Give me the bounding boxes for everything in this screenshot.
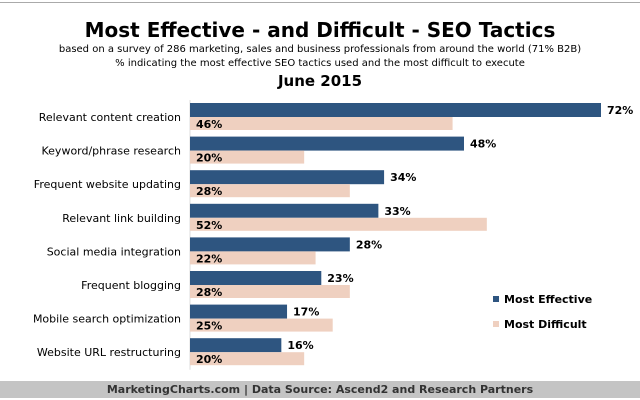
value-label-most-effective: 16% [287,339,313,352]
legend-label: Most Effective [504,293,592,306]
category-label: Frequent website updating [34,178,181,191]
bar-most-difficult [190,318,333,332]
value-label-most-difficult: 20% [196,152,222,165]
bar-most-effective [190,136,464,151]
bar-most-effective [190,338,282,353]
bar-most-difficult [190,285,350,298]
value-label-most-effective: 34% [390,171,416,184]
category-label: Website URL restructuring [37,346,181,359]
value-label-most-effective: 72% [607,104,633,117]
value-label-most-difficult: 28% [196,286,222,299]
bar-most-effective [190,170,385,185]
category-label: Social media integration [47,245,181,258]
chart-date: June 2015 [277,72,363,90]
legend-label: Most Difficult [504,318,587,331]
value-label-most-effective: 48% [470,138,496,151]
legend-swatch [493,296,499,302]
bar-most-effective [190,103,601,117]
value-label-most-effective: 23% [327,272,353,285]
category-label: Relevant link building [62,212,181,225]
value-label-most-difficult: 28% [196,185,222,198]
bar-most-difficult [190,217,487,231]
category-label: Relevant content creation [39,111,181,124]
chart-subtitle-1: based on a survey of 286 marketing, sale… [58,44,582,55]
value-label-most-effective: 28% [356,238,382,251]
bar-most-effective [190,203,379,218]
category-label: Keyword/phrase research [42,145,182,158]
value-label-most-effective: 17% [293,306,319,319]
bar-most-effective [190,304,288,319]
value-label-most-effective: 33% [384,205,410,218]
chart-title: Most Effective - and Difficult - SEO Tac… [84,18,556,42]
value-label-most-difficult: 25% [196,320,222,333]
value-label-most-difficult: 20% [196,353,222,366]
category-label: Frequent blogging [81,279,181,292]
category-label: Mobile search optimization [33,313,181,326]
legend-swatch [493,321,499,327]
bar-most-difficult [190,184,350,198]
top-border [0,2,640,3]
bar-most-difficult [190,251,316,265]
bar-most-effective [190,237,350,252]
footer-source: MarketingCharts.com | Data Source: Ascen… [0,381,640,398]
bar-chart: Relevant content creation 72% 46% Keyword/p… [33,100,633,370]
bar-most-effective [190,271,322,285]
bar-most-difficult [190,150,305,164]
bar-most-difficult [190,117,453,130]
value-label-most-difficult: 46% [196,118,222,131]
bar-most-difficult [190,352,305,366]
value-label-most-difficult: 52% [196,219,222,232]
chart-subtitle-2: % indicating the most effective SEO tact… [115,58,525,69]
value-label-most-difficult: 22% [196,252,222,265]
